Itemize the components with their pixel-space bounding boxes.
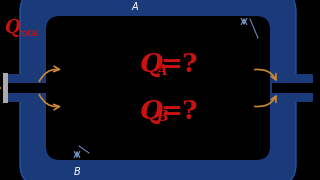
Text: =?: =? (160, 99, 197, 124)
Text: total: total (20, 30, 39, 39)
Text: =?: =? (160, 52, 197, 77)
Bar (3, 73, 8, 103)
Text: Q: Q (140, 52, 163, 77)
Text: Q: Q (140, 99, 163, 124)
Text: Q: Q (4, 19, 20, 37)
Text: A: A (156, 64, 167, 78)
Text: A: A (132, 2, 138, 12)
Bar (2, 83, 46, 93)
FancyBboxPatch shape (20, 0, 296, 180)
FancyBboxPatch shape (3, 74, 47, 102)
FancyBboxPatch shape (269, 74, 313, 102)
Bar (272, 83, 314, 93)
Text: B: B (74, 167, 80, 177)
FancyBboxPatch shape (46, 16, 270, 160)
Text: B: B (156, 110, 168, 124)
